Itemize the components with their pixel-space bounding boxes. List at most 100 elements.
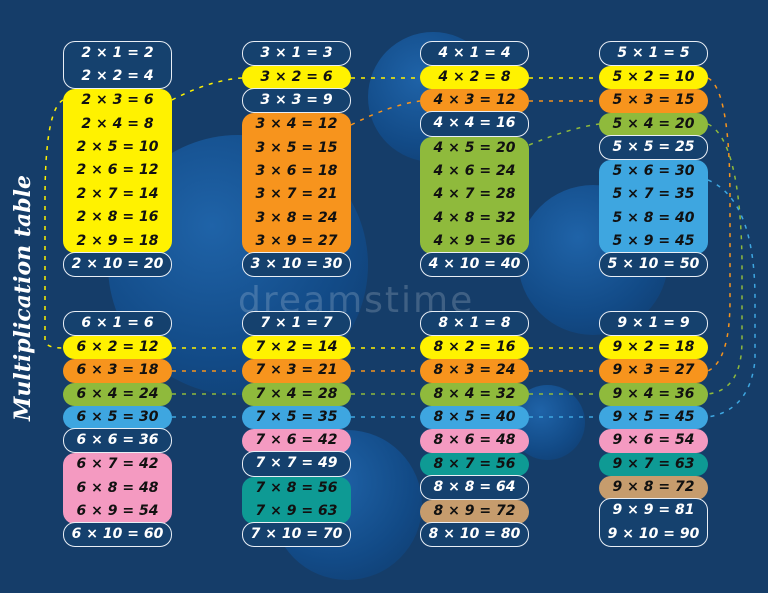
- table-row: 9 × 2 = 18: [612, 338, 695, 355]
- page-title: Multiplication table: [10, 175, 36, 421]
- table-row: 2 × 2 = 4: [81, 67, 154, 84]
- table-row: 2 × 6 = 12: [76, 162, 159, 179]
- table-row: 2 × 1 = 2: [81, 44, 154, 61]
- table-row: 9 × 10 = 90: [607, 525, 700, 542]
- table-row: 8 × 9 = 72: [433, 503, 516, 520]
- table-row: 4 × 9 = 36: [433, 233, 516, 250]
- yellow-row-group: 2 × 3 = 6 2 × 4 = 8 2 × 5 = 10 2 × 6 = 12 2 …: [63, 89, 172, 254]
- yellow-row-group: 5 × 2 = 10: [599, 65, 708, 90]
- table-row: 8 × 10 = 80: [428, 526, 521, 543]
- table-row: 6 × 9 = 54: [76, 503, 159, 520]
- table-row: 8 × 3 = 24: [433, 362, 516, 379]
- green-row-group: 4 × 5 = 20 4 × 6 = 24 4 × 7 = 28 4 × 8 = 32…: [420, 136, 529, 254]
- green-row-group: 9 × 4 = 36: [599, 382, 708, 407]
- dark-row-group: 5 × 1 = 5: [599, 40, 708, 66]
- table-row: 8 × 8 = 64: [433, 478, 516, 495]
- dark-row-group: 9 × 9 = 81 9 × 10 = 90: [599, 498, 708, 547]
- pink-row-group: 9 × 6 = 54: [599, 429, 708, 453]
- table-row: 4 × 6 = 24: [433, 162, 516, 179]
- table-row: 6 × 3 = 18: [76, 362, 159, 379]
- pink-row-group: 6 × 7 = 42 6 × 8 = 48 6 × 9 = 54: [63, 453, 172, 524]
- dark-row-group: 9 × 1 = 9: [599, 310, 708, 336]
- table-row: 4 × 8 = 32: [433, 209, 516, 226]
- dark-row-group: 3 × 1 = 3: [242, 40, 351, 66]
- table-row: 8 × 7 = 56: [433, 455, 516, 472]
- dark-row-group: 3 × 10 = 30: [242, 252, 351, 278]
- table-row: 7 × 7 = 49: [255, 455, 338, 472]
- table-5: 5 × 1 = 5 5 × 2 = 10 5 × 3 = 15 5 × 4 = 20 5…: [599, 40, 708, 278]
- orange-row-group: 6 × 3 = 18: [63, 359, 172, 383]
- table-row: 9 × 8 = 72: [612, 479, 695, 496]
- table-row: 4 × 3 = 12: [433, 92, 516, 109]
- table-row: 9 × 5 = 45: [612, 409, 695, 426]
- table-row: 5 × 8 = 40: [612, 209, 695, 226]
- table-8: 8 × 1 = 8 8 × 2 = 16 8 × 3 = 24 8 × 4 = 32 8…: [420, 310, 529, 548]
- table-row: 6 × 6 = 36: [76, 431, 159, 448]
- dark-row-group: 4 × 10 = 40: [420, 252, 529, 278]
- table-row: 9 × 7 = 63: [612, 455, 695, 472]
- dark-row-group: 3 × 3 = 9: [242, 87, 351, 114]
- table-row: 2 × 7 = 14: [76, 185, 159, 202]
- yellow-row-group: 8 × 2 = 16: [420, 335, 529, 360]
- teal-row-group: 7 × 8 = 56 7 × 9 = 63: [242, 476, 351, 524]
- table-row: 7 × 3 = 21: [255, 362, 338, 379]
- yellow-row-group: 3 × 2 = 6: [242, 65, 351, 90]
- table-row: 4 × 4 = 16: [433, 115, 516, 132]
- dark-row-group: 4 × 1 = 4: [420, 40, 529, 66]
- table-row: 6 × 1 = 6: [81, 314, 154, 331]
- table-row: 7 × 10 = 70: [250, 526, 343, 543]
- pink-row-group: 7 × 6 = 42: [242, 429, 351, 453]
- blue-row-group: 6 × 5 = 30: [63, 406, 172, 430]
- table-row: 2 × 4 = 8: [81, 115, 154, 132]
- table-row: 2 × 5 = 10: [76, 139, 159, 156]
- table-row: 4 × 7 = 28: [433, 186, 516, 203]
- table-row: 7 × 2 = 14: [255, 338, 338, 355]
- yellow-row-group: 7 × 2 = 14: [242, 335, 351, 360]
- table-row: 5 × 6 = 30: [612, 162, 695, 179]
- orange-row-group: 7 × 3 = 21: [242, 359, 351, 383]
- table-row: 2 × 8 = 16: [76, 209, 159, 226]
- table-row: 4 × 1 = 4: [438, 44, 511, 61]
- table-row: 8 × 5 = 40: [433, 409, 516, 426]
- pink-row-group: 8 × 6 = 48: [420, 429, 529, 453]
- orange-row-group: 5 × 3 = 15: [599, 89, 708, 113]
- green-row-group: 7 × 4 = 28: [242, 382, 351, 407]
- dark-row-group: 5 × 10 = 50: [599, 252, 708, 278]
- table-row: 5 × 3 = 15: [612, 92, 695, 109]
- tan-row-group: 9 × 8 = 72: [599, 476, 708, 500]
- table-row: 6 × 5 = 30: [76, 409, 159, 426]
- dark-row-group: 8 × 8 = 64: [420, 474, 529, 501]
- table-row: 6 × 7 = 42: [76, 456, 159, 473]
- table-row: 3 × 2 = 6: [260, 68, 333, 85]
- table-row: 3 × 6 = 18: [255, 162, 338, 179]
- table-row: 9 × 6 = 54: [612, 432, 695, 449]
- dark-row-group: 7 × 7 = 49: [242, 451, 351, 477]
- table-row: 3 × 9 = 27: [255, 233, 338, 250]
- table-row: 6 × 2 = 12: [76, 338, 159, 355]
- table-7: 7 × 1 = 7 7 × 2 = 14 7 × 3 = 21 7 × 4 = 28 7…: [242, 310, 351, 548]
- table-row: 5 × 5 = 25: [612, 138, 695, 155]
- teal-row-group: 8 × 7 = 56: [420, 452, 529, 477]
- blue-row-group: 9 × 5 = 45: [599, 406, 708, 430]
- table-row: 5 × 9 = 45: [612, 233, 695, 250]
- table-row: 9 × 4 = 36: [612, 385, 695, 402]
- table-9: 9 × 1 = 9 9 × 2 = 18 9 × 3 = 27 9 × 4 = 36 9…: [599, 310, 708, 547]
- table-row: 2 × 9 = 18: [76, 232, 159, 249]
- table-row: 5 × 7 = 35: [612, 186, 695, 203]
- dark-row-group: 6 × 10 = 60: [63, 522, 172, 548]
- table-row: 8 × 4 = 32: [433, 385, 516, 402]
- table-row: 3 × 5 = 15: [255, 139, 338, 156]
- dark-row-group: 4 × 4 = 16: [420, 111, 529, 137]
- blue-row-group: 7 × 5 = 35: [242, 406, 351, 430]
- green-row-group: 8 × 4 = 32: [420, 382, 529, 407]
- teal-row-group: 9 × 7 = 63: [599, 452, 708, 477]
- table-row: 2 × 3 = 6: [81, 92, 154, 109]
- table-row: 4 × 10 = 40: [428, 256, 521, 273]
- table-row: 7 × 4 = 28: [255, 385, 338, 402]
- table-row: 9 × 9 = 81: [612, 502, 695, 519]
- table-row: 7 × 8 = 56: [255, 479, 338, 496]
- dark-row-group: 6 × 1 = 6: [63, 310, 172, 336]
- table-6: 6 × 1 = 6 6 × 2 = 12 6 × 3 = 18 6 × 4 = 24 6…: [63, 310, 172, 548]
- table-row: 7 × 1 = 7: [260, 314, 333, 331]
